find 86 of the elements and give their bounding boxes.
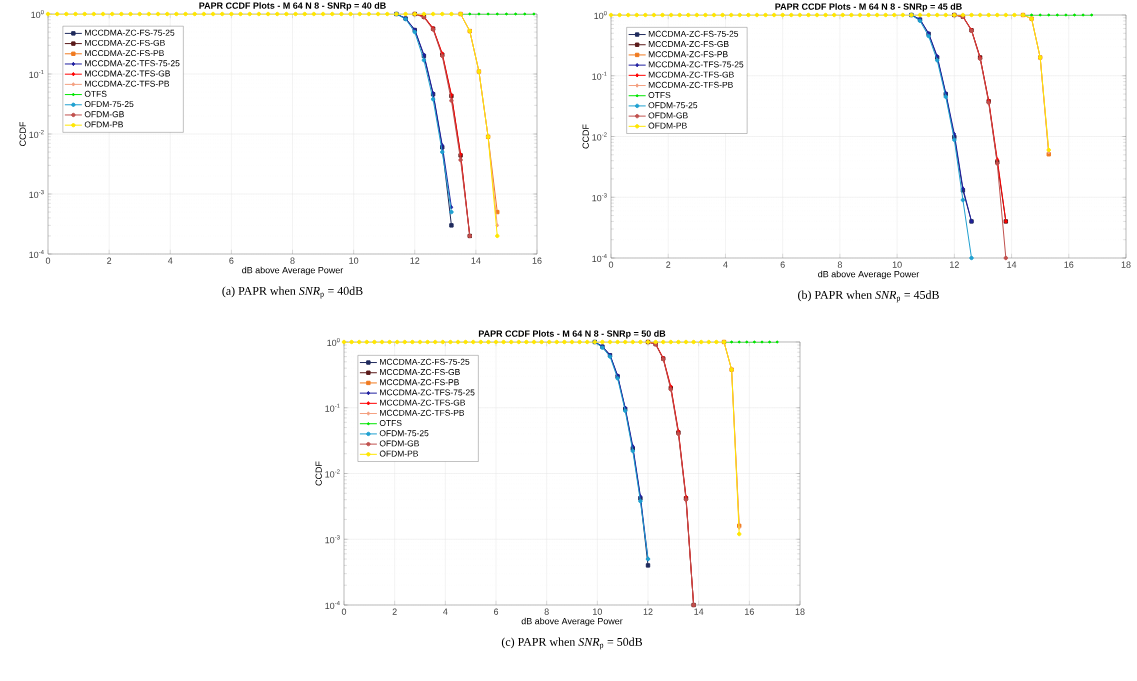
- y-tick-label: 10$^{-1}$: [325, 403, 340, 412]
- x-tick-label: 14: [694, 608, 704, 615]
- text: (c) PAPR when SNR$_{p}$ = 50dB: [501, 637, 643, 650]
- x-tick-label: 4: [723, 261, 728, 268]
- x-axis-title: dB above Average Power: [242, 266, 344, 276]
- y-tick-label: 10$^{0}$: [327, 337, 340, 347]
- x-tick-label: 10: [892, 261, 902, 268]
- legend-label: MCCDMA-ZC-FS-PB: [85, 50, 164, 57]
- legend-label: OFDM-75-25: [84, 101, 134, 108]
- legend-label: MCCDMA-ZC-FS-GB: [648, 41, 729, 48]
- y-tick-label: 10$^{-1}$: [592, 71, 607, 80]
- text: (b) PAPR when SNR$_{p}$ = 45dB: [798, 290, 939, 303]
- x-tick-label: 0: [341, 608, 347, 615]
- x-tick-label: 14: [1007, 261, 1017, 268]
- legend-label: MCCDMA-ZC-TFS-GB: [380, 399, 466, 406]
- chart-title: PAPR CCDF Plots - M 64 N 8 - SNRp = 50 dB: [478, 330, 666, 339]
- x-tick-label: 18: [1121, 261, 1131, 268]
- legend-label: OTFS: [648, 92, 671, 99]
- legend-label: MCCDMA-ZC-TFS-GB: [648, 71, 734, 78]
- x-tick-label: 0: [608, 261, 614, 268]
- y-axis-title: CCDF: [582, 124, 589, 149]
- x-tick-label: 2: [666, 261, 671, 268]
- x-tick-label: 6: [780, 261, 785, 268]
- legend-label: MCCDMA-ZC-TFS-PB: [380, 409, 465, 416]
- legend-label: MCCDMA-ZC-TFS-75-25: [85, 60, 180, 67]
- x-tick-label: 10: [593, 608, 602, 615]
- y-axis-title: CCDF: [19, 121, 26, 146]
- y-tick-label: 10$^{-2}$: [29, 129, 44, 139]
- chart-title: PAPR CCDF Plots - M 64 N 8 - SNRp = 45 dB: [775, 3, 962, 12]
- legend-label: MCCDMA-ZC-FS-GB: [85, 39, 165, 46]
- x-tick-label: 12: [643, 608, 653, 615]
- legend-label: MCCDMA-ZC-TFS-PB: [648, 81, 733, 88]
- y-tick-label: 10$^{-3}$: [592, 193, 607, 202]
- y-tick-label: 10$^{-3}$: [325, 535, 340, 544]
- x-tick-label: 8: [290, 257, 295, 264]
- x-tick-label: 10: [349, 257, 359, 264]
- x-tick-label: 16: [745, 608, 754, 615]
- chart-title: PAPR CCDF Plots - M 64 N 8 - SNRp = 40 dB: [199, 2, 386, 11]
- x-tick-label: 2: [107, 257, 112, 264]
- y-tick-label: 10$^{-2}$: [592, 132, 607, 141]
- legend-label: OTFS: [84, 90, 107, 97]
- x-tick-label: 16: [532, 257, 542, 264]
- x-tick-label: 12: [950, 261, 959, 268]
- legend-label: MCCDMA-ZC-FS-PB: [648, 51, 728, 58]
- x-tick-label: 4: [167, 257, 173, 264]
- x-tick-label: 18: [795, 608, 805, 615]
- x-tick-label: 8: [837, 261, 842, 268]
- legend-label: MCCDMA-ZC-FS-75-25: [648, 30, 739, 37]
- y-tick-label: 10$^{0}$: [31, 9, 44, 19]
- legend-label: MCCDMA-ZC-FS-GB: [380, 369, 460, 376]
- x-tick-label: 6: [229, 257, 234, 264]
- legend-label: OFDM-75-25: [648, 102, 698, 109]
- legend-label: MCCDMA-ZC-FS-75-25: [380, 358, 470, 365]
- y-tick-label: 10$^{-2}$: [325, 469, 340, 478]
- x-axis-title: dB above Average Power: [521, 617, 623, 627]
- x-tick-label: 4: [443, 608, 448, 615]
- legend-label: MCCDMA-ZC-TFS-PB: [85, 80, 170, 87]
- y-tick-label: 10$^{-4}$: [29, 250, 44, 259]
- legend-label: OFDM-GB: [648, 112, 688, 119]
- x-tick-label: 8: [544, 608, 549, 615]
- text: (a) PAPR when SNR$_{p}$ = 40dB: [222, 286, 363, 299]
- legend-label: MCCDMA-ZC-TFS-75-25: [648, 61, 744, 68]
- x-axis-title: dB above Average Power: [818, 270, 920, 280]
- legend-label: OFDM-GB: [84, 111, 124, 118]
- legend-label: OTFS: [379, 420, 402, 427]
- legend-label: OFDM-75-25: [379, 430, 429, 437]
- x-tick-label: 14: [471, 257, 481, 264]
- legend-label: MCCDMA-ZC-TFS-75-25: [380, 389, 475, 396]
- y-tick-label: 10$^{-4}$: [325, 601, 340, 610]
- x-tick-label: 2: [392, 608, 397, 615]
- legend-label: OFDM-PB: [84, 121, 123, 128]
- y-tick-label: 10$^{-1}$: [29, 70, 44, 79]
- legend-label: MCCDMA-ZC-FS-75-25: [85, 29, 175, 36]
- x-tick-label: 6: [493, 608, 499, 615]
- legend-label: OFDM-PB: [379, 450, 418, 457]
- x-tick-label: 0: [45, 257, 51, 264]
- y-axis-title: CCDF: [315, 461, 322, 486]
- legend-label: MCCDMA-ZC-FS-PB: [380, 379, 459, 386]
- legend-label: MCCDMA-ZC-TFS-GB: [85, 70, 170, 77]
- y-tick-label: 10$^{-4}$: [592, 254, 607, 263]
- legend-label: OFDM-PB: [648, 122, 687, 129]
- y-tick-label: 10$^{0}$: [594, 10, 607, 20]
- legend-label: OFDM-GB: [379, 440, 419, 447]
- x-tick-label: 12: [410, 257, 420, 264]
- y-tick-label: 10$^{-3}$: [29, 189, 44, 199]
- x-tick-label: 16: [1064, 261, 1074, 268]
